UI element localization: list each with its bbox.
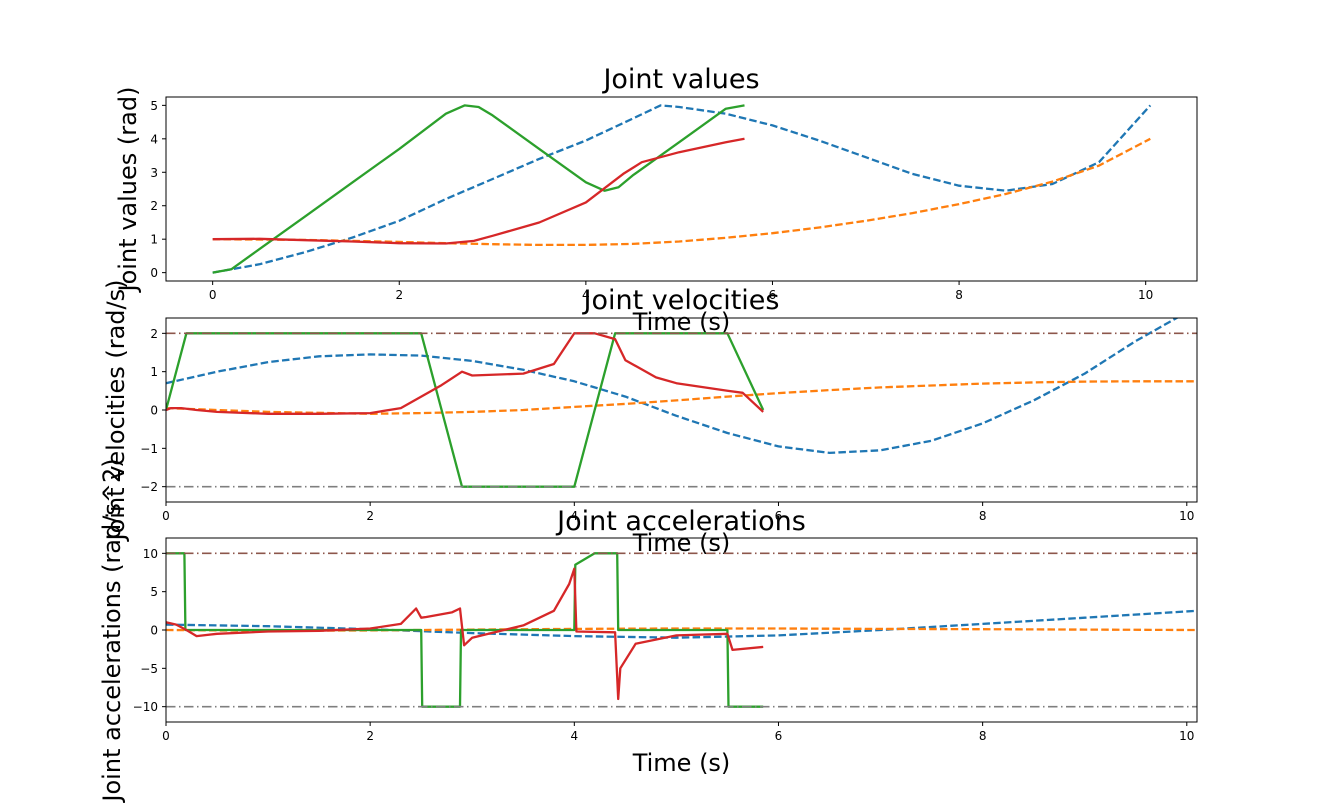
x-tick-label: 6 <box>775 729 783 743</box>
series-line-3 <box>212 104 745 274</box>
series-line-1 <box>166 318 1179 455</box>
y-tick-label: −10 <box>133 700 158 714</box>
x-tick-label: 10 <box>1138 288 1153 302</box>
x-tick-label: 10 <box>1179 729 1194 743</box>
chart-title: Joint accelerations <box>555 506 806 537</box>
x-tick-label: 0 <box>162 729 170 743</box>
x-tick-label: 8 <box>979 729 987 743</box>
y-tick-label: −2 <box>140 480 158 494</box>
y-tick-label: −5 <box>140 662 158 676</box>
x-tick-label: 6 <box>769 288 777 302</box>
series-line-2 <box>166 380 1197 415</box>
y-axis-label: Joint values (rad) <box>114 87 142 294</box>
y-tick-label: −1 <box>140 442 158 456</box>
x-tick-label: 8 <box>955 288 963 302</box>
y-tick-label: 5 <box>150 585 158 599</box>
y-tick-label: 0 <box>150 404 158 418</box>
x-tick-label: 0 <box>162 509 170 523</box>
x-tick-label: 2 <box>366 729 374 743</box>
series-line-3 <box>166 552 764 708</box>
series-group <box>166 552 1197 708</box>
x-tick-label: 2 <box>395 288 403 302</box>
series-line-2 <box>166 627 1197 632</box>
x-tick-label: 8 <box>979 509 987 523</box>
series-line-1 <box>212 104 1152 274</box>
y-axis-label: Joint accelerations (rad/s^2) <box>98 458 126 803</box>
y-tick-label: 3 <box>150 166 158 180</box>
x-tick-label: 4 <box>582 288 590 302</box>
x-tick-label: 2 <box>366 509 374 523</box>
series-line-1 <box>166 609 1197 639</box>
chart-title: Joint values <box>601 64 759 95</box>
y-tick-label: 1 <box>150 233 158 247</box>
chart-title: Joint velocities <box>582 285 780 316</box>
y-tick-label: 0 <box>150 266 158 280</box>
y-tick-label: 1 <box>150 365 158 379</box>
y-tick-label: 5 <box>150 99 158 113</box>
x-tick-label: 6 <box>775 509 783 523</box>
x-tick-label: 0 <box>209 288 217 302</box>
y-tick-label: 4 <box>150 132 158 146</box>
series-line-4 <box>166 567 764 701</box>
y-tick-label: 0 <box>150 624 158 638</box>
y-tick-label: 2 <box>150 327 158 341</box>
y-axis-label: Joint velocities (rad/s) <box>102 280 130 543</box>
series-line-4 <box>212 137 745 245</box>
axes-frame <box>165 317 1198 503</box>
x-tick-label: 10 <box>1179 509 1194 523</box>
x-axis-label: Time (s) <box>632 308 731 336</box>
axes-frame <box>165 96 1198 282</box>
series-group <box>166 318 1197 488</box>
y-tick-label: 2 <box>150 199 158 213</box>
series-line-2 <box>212 137 1151 247</box>
x-axis-label: Time (s) <box>632 749 731 777</box>
x-tick-label: 4 <box>570 729 578 743</box>
series-group <box>212 104 1152 274</box>
x-tick-label: 4 <box>570 509 578 523</box>
series-line-4 <box>166 332 764 415</box>
series-line-3 <box>166 332 765 488</box>
y-tick-label: 10 <box>143 547 158 561</box>
x-axis-label: Time (s) <box>632 529 731 557</box>
